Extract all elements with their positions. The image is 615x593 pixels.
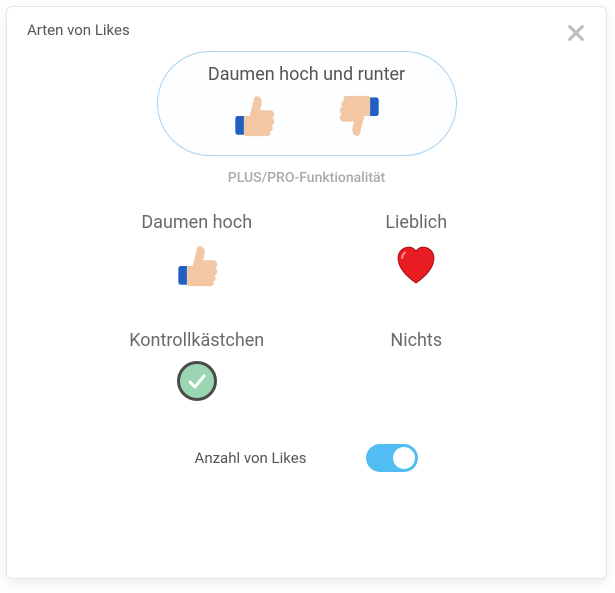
thumbs-up-icon (174, 243, 220, 289)
thumbs-row (178, 93, 436, 139)
option-thumbs-up[interactable]: Daumen hoch (141, 212, 252, 302)
option-label: Kontrollkästchen (129, 330, 264, 351)
thumbs-up-icon (231, 93, 277, 139)
option-thumbs-up-down[interactable]: Daumen hoch und runter (157, 51, 457, 156)
option-checkbox[interactable]: Kontrollkästchen (129, 330, 264, 420)
thumbs-down-icon (337, 93, 383, 139)
options-grid: Daumen hoch Lieblich Kontrollkästchen (27, 212, 586, 420)
close-button[interactable] (560, 17, 592, 49)
option-lovely[interactable]: Lieblich (385, 212, 447, 302)
toggle-knob (393, 447, 415, 469)
dialog-title: Arten von Likes (27, 21, 586, 39)
like-types-dialog: Arten von Likes Daumen hoch und runter (6, 6, 607, 579)
likes-count-toggle[interactable] (366, 444, 418, 472)
dialog-content: Daumen hoch und runter PLUS/PRO-Funktion… (27, 39, 586, 472)
likes-count-label: Anzahl von Likes (195, 449, 307, 467)
heart-icon (394, 243, 438, 287)
plus-pro-note: PLUS/PRO-Funktionalität (228, 170, 385, 186)
checkmark-icon (177, 361, 217, 401)
option-nothing[interactable]: Nichts (390, 330, 442, 420)
close-icon (565, 22, 587, 44)
likes-count-row: Anzahl von Likes (195, 444, 419, 472)
option-label: Nichts (390, 330, 442, 351)
option-label: Lieblich (385, 212, 447, 233)
option-label: Daumen hoch und runter (178, 64, 436, 85)
option-label: Daumen hoch (141, 212, 252, 233)
